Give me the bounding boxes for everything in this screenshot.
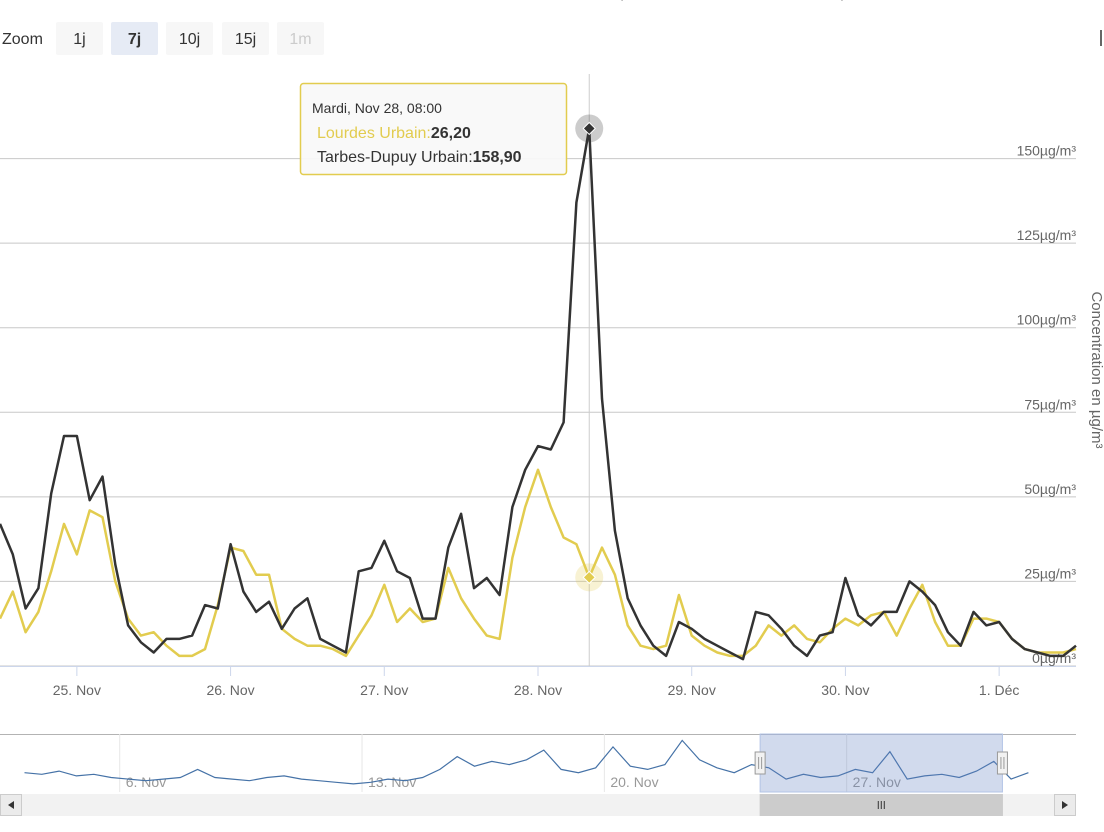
navigator-tick-label: 6. Nov — [126, 774, 166, 790]
zoom-button-bg — [56, 22, 103, 55]
tooltip-box — [299, 82, 568, 176]
tooltip-series-name: Lourdes Urbain — [317, 125, 426, 142]
x-tick-label: 26. Nov — [206, 682, 254, 698]
handle-body — [754, 751, 766, 775]
x-tick-label: 30. Nov — [821, 682, 869, 698]
scroll-left[interactable] — [0, 794, 22, 816]
x-tick-label: 25. Nov — [53, 682, 101, 698]
tooltip-series-name: Tarbes-Dupuy Urbain — [317, 149, 468, 166]
y-tick-label: 75µg/m³ — [1024, 396, 1076, 412]
tooltip-value: 26,20 — [431, 125, 471, 142]
y-tick-label: 150µg/m³ — [1017, 143, 1077, 159]
navigator-tick-label: 27. Nov — [853, 774, 901, 790]
hover-marker — [582, 121, 596, 136]
navigator-line — [24, 739, 1029, 785]
navigator-mask[interactable] — [759, 733, 1003, 793]
zoom-button-bg — [222, 22, 269, 55]
handle-body — [996, 751, 1008, 775]
x-tick-label: 27. Nov — [360, 682, 408, 698]
series-line — [0, 468, 1077, 658]
zoom-button-label: 15j — [235, 31, 256, 48]
zoom-button-bg — [277, 22, 324, 55]
x-tick-label: 29. Nov — [668, 682, 716, 698]
zoom-button[interactable]: 10j — [166, 22, 213, 55]
tooltip-row: Lourdes Urbain:26,20 — [317, 125, 471, 142]
scrollbar-thumb[interactable] — [759, 794, 1003, 816]
scroll-right[interactable] — [1054, 794, 1076, 816]
x-tick-label: 1. Déc — [979, 682, 1019, 698]
tooltip-value: 158,90 — [473, 149, 522, 166]
zoom-button[interactable]: 15j — [222, 22, 269, 55]
zoom-button-label: 1m — [289, 31, 311, 48]
series-line — [0, 127, 1077, 661]
zoom-button-label: 1j — [73, 31, 85, 48]
zoom-button[interactable]: 7j — [111, 22, 158, 55]
scroll-arrow — [1062, 801, 1068, 809]
zoom-label: Zoom — [2, 31, 43, 48]
scroll-arrow — [8, 801, 14, 809]
subtitle: (Cocher les stations souhaitées) — [618, 0, 847, 1]
y-tick-label: 125µg/m³ — [1017, 227, 1077, 243]
y-tick-label: 100µg/m³ — [1017, 312, 1077, 328]
y-tick-label: 25µg/m³ — [1024, 565, 1076, 581]
y-tick-label: 50µg/m³ — [1024, 481, 1076, 497]
zoom-button[interactable]: 1j — [56, 22, 103, 55]
navigator-tick-label: 13. Nov — [368, 774, 416, 790]
y-axis-title: Concentration en µg/m³ — [1088, 291, 1104, 448]
zoom-button: 1m — [277, 22, 324, 55]
zoom-button-bg — [111, 22, 158, 55]
tooltip-header: Mardi, Nov 28, 08:00 — [312, 100, 442, 116]
zoom-button-bg — [166, 22, 213, 55]
zoom-button-label: 7j — [128, 31, 141, 48]
tooltip-separator: : — [426, 125, 430, 142]
navigator-handle[interactable] — [996, 751, 1008, 775]
navigator-handle[interactable] — [754, 751, 766, 775]
zoom-button-label: 10j — [179, 31, 200, 48]
tooltip-separator: : — [468, 149, 472, 166]
hover-marker — [582, 570, 596, 585]
x-tick-label: 28. Nov — [514, 682, 562, 698]
navigator-tick-label: 20. Nov — [610, 774, 658, 790]
tooltip-row: Tarbes-Dupuy Urbain:158,90 — [317, 149, 522, 166]
